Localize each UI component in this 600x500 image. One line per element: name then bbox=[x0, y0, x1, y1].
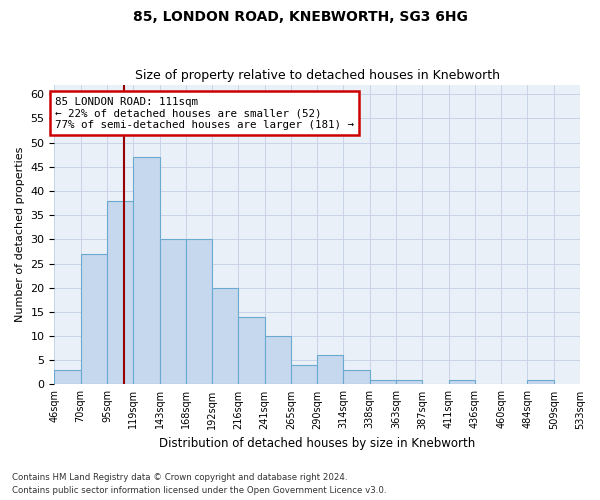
Text: 85, LONDON ROAD, KNEBWORTH, SG3 6HG: 85, LONDON ROAD, KNEBWORTH, SG3 6HG bbox=[133, 10, 467, 24]
Text: Contains HM Land Registry data © Crown copyright and database right 2024.
Contai: Contains HM Land Registry data © Crown c… bbox=[12, 474, 386, 495]
Bar bbox=[212, 288, 238, 384]
Bar bbox=[527, 380, 554, 384]
Bar bbox=[160, 240, 186, 384]
Bar bbox=[343, 370, 370, 384]
Bar bbox=[107, 200, 133, 384]
X-axis label: Distribution of detached houses by size in Knebworth: Distribution of detached houses by size … bbox=[159, 437, 475, 450]
Bar bbox=[317, 356, 343, 384]
Bar bbox=[186, 240, 212, 384]
Y-axis label: Number of detached properties: Number of detached properties bbox=[15, 147, 25, 322]
Bar bbox=[396, 380, 422, 384]
Bar bbox=[238, 316, 265, 384]
Text: 85 LONDON ROAD: 111sqm
← 22% of detached houses are smaller (52)
77% of semi-det: 85 LONDON ROAD: 111sqm ← 22% of detached… bbox=[55, 96, 354, 130]
Title: Size of property relative to detached houses in Knebworth: Size of property relative to detached ho… bbox=[135, 69, 500, 82]
Bar bbox=[291, 365, 317, 384]
Bar bbox=[370, 380, 396, 384]
Bar bbox=[265, 336, 291, 384]
Bar bbox=[55, 370, 80, 384]
Bar bbox=[133, 157, 160, 384]
Bar bbox=[449, 380, 475, 384]
Bar bbox=[80, 254, 107, 384]
